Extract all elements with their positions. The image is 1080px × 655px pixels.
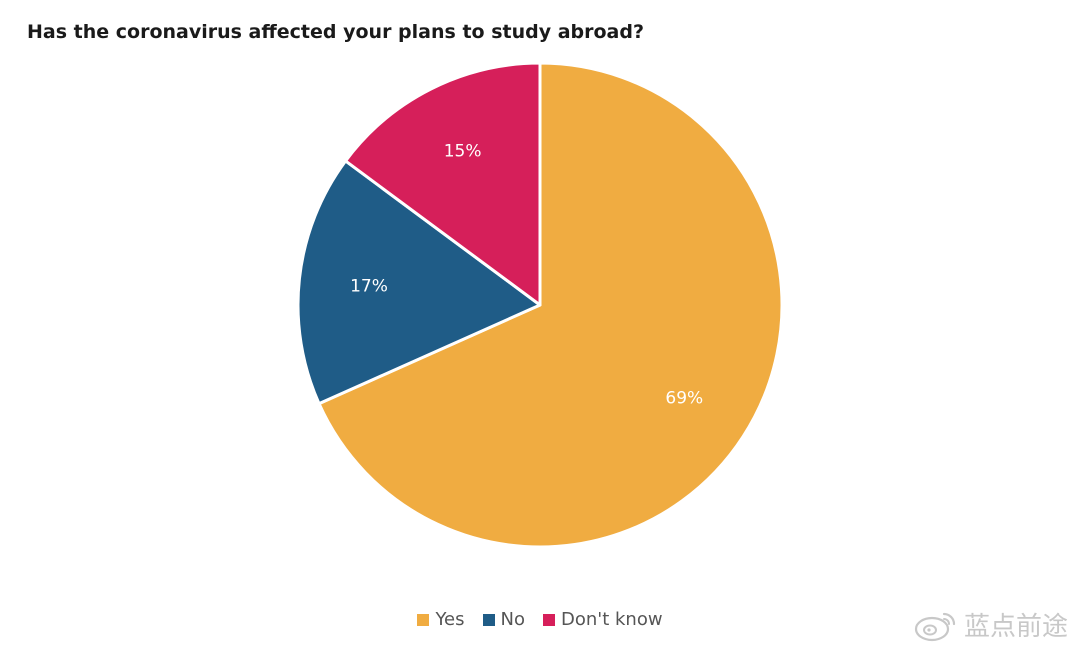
pie-slices (296, 61, 784, 549)
legend-label-no: No (500, 609, 525, 630)
slice-label-dont-know: 15% (444, 141, 482, 161)
legend-item-no[interactable]: No (482, 609, 525, 630)
pie-slice-dont-know[interactable] (344, 61, 542, 307)
watermark: 蓝点前途 (914, 606, 1068, 643)
chart-title: Has the coronavirus affected your plans … (27, 21, 644, 43)
pie-slice-yes[interactable] (317, 61, 784, 549)
pie-slice-no[interactable] (296, 159, 542, 406)
legend-item-yes[interactable]: Yes (417, 609, 465, 630)
watermark-text: 蓝点前途 (963, 612, 1068, 642)
legend-swatch-dont-know (542, 613, 555, 626)
pie-labels: 69% 17% 15% (350, 141, 703, 408)
legend-item-dont-know[interactable]: Don't know (542, 609, 663, 630)
legend-swatch-no (482, 613, 495, 626)
legend-label-dont-know: Don't know (560, 609, 663, 630)
legend-swatch-yes (417, 613, 430, 626)
legend: Yes No Don't know (0, 609, 1080, 630)
slice-label-no: 17% (350, 276, 388, 296)
weibo-icon (914, 608, 958, 642)
slice-label-yes: 69% (665, 389, 703, 409)
legend-label-yes: Yes (435, 609, 465, 630)
